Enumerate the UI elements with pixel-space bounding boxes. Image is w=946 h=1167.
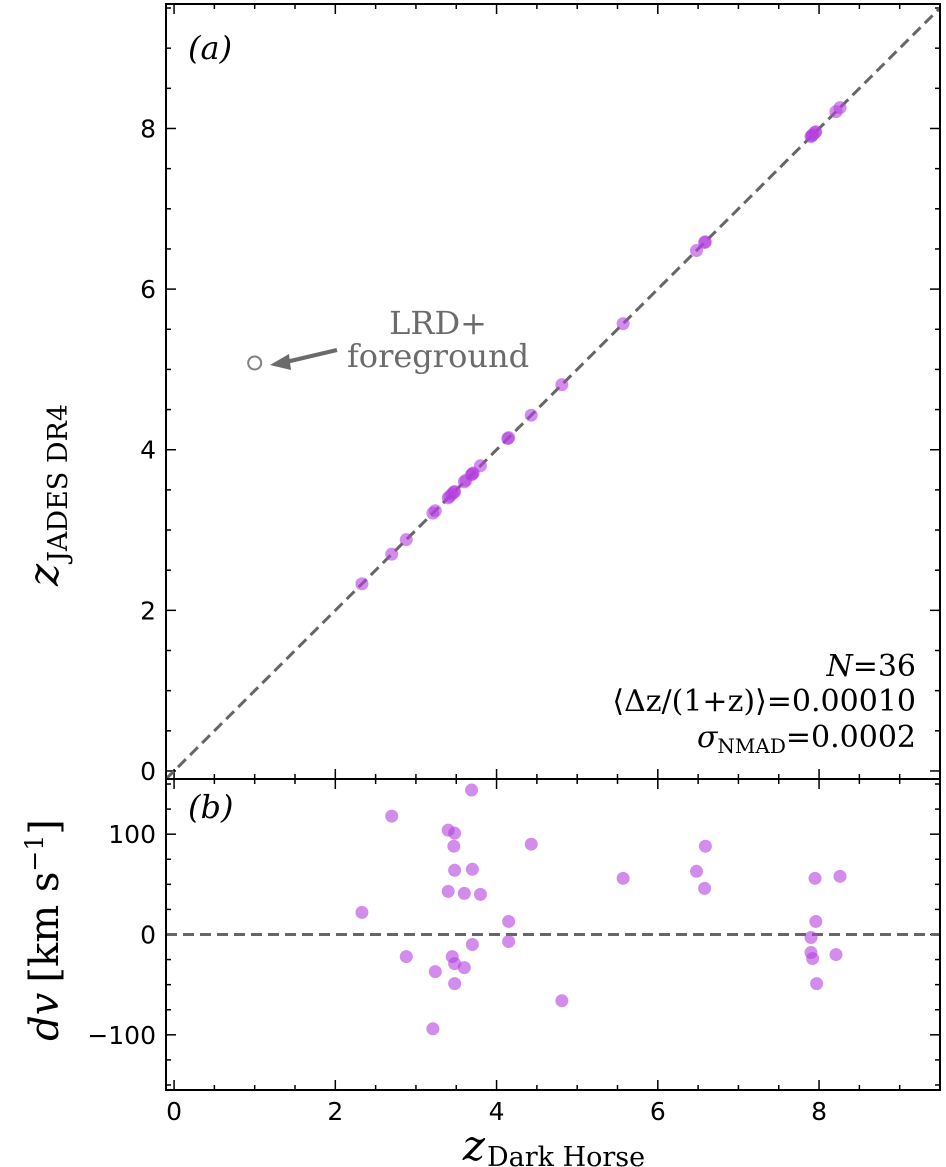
- data-point: [555, 994, 569, 1008]
- data-point: [465, 862, 479, 876]
- outlier-arrow: [270, 348, 338, 370]
- data-point: [809, 914, 823, 928]
- outlier-point: [247, 355, 263, 371]
- data-point: [502, 935, 516, 949]
- stat-sigma-label: σ: [697, 720, 719, 755]
- xtick-label: 2: [327, 1097, 343, 1126]
- data-point: [385, 547, 399, 561]
- data-point: [616, 871, 630, 885]
- data-point: [457, 886, 471, 900]
- data-point: [833, 869, 847, 883]
- x-axis-label-sub: Dark Horse: [487, 1142, 645, 1167]
- data-point: [616, 317, 630, 331]
- stat-n: N=36: [825, 649, 916, 684]
- panel-a-ytick-label: 2: [140, 596, 156, 625]
- data-point: [502, 914, 516, 928]
- panel-b: −100 0 100 0 2 4 6 8: [87, 778, 941, 1126]
- stat-sigma-value: =0.0002: [786, 720, 916, 755]
- data-point: [428, 965, 442, 979]
- panel-a-ytick-label: 8: [140, 114, 156, 143]
- svg-text:zJADES DR4: zJADES DR4: [19, 404, 74, 587]
- data-point: [808, 871, 822, 885]
- y-axis-label-a: zJADES DR4: [19, 404, 74, 587]
- stat-sigma-sub: NMAD: [717, 734, 785, 758]
- panel-b-ytick-label: −100: [87, 1021, 156, 1050]
- data-point: [690, 864, 704, 878]
- data-point: [473, 459, 487, 473]
- data-point: [448, 977, 462, 991]
- panel-a: 0 2 4 6 8: [140, 3, 942, 786]
- data-point: [465, 938, 479, 952]
- data-point: [457, 961, 471, 975]
- y-axis-label-a-sub: JADES DR4: [43, 404, 74, 565]
- one-to-one-line: [164, 6, 942, 781]
- y-axis-label-b-close: ]: [22, 819, 68, 835]
- data-point: [698, 839, 712, 853]
- panel-a-label: (a): [188, 29, 232, 67]
- data-point: [447, 839, 461, 853]
- data-point: [441, 884, 455, 898]
- data-point: [804, 931, 818, 945]
- y-axis-label-b-unit: [km s: [22, 872, 68, 983]
- stat-mean-label: ⟨Δz/(1+z)⟩: [612, 684, 766, 719]
- y-axis-label-a-var: z: [19, 563, 68, 587]
- data-point: [810, 977, 824, 991]
- panel-b-ytick-label: 0: [140, 921, 156, 950]
- data-point: [829, 948, 843, 962]
- svg-text:dv[km s−1]: dv [km s−1]: [20, 819, 68, 1041]
- panel-a-ytick-label: 6: [140, 275, 156, 304]
- panel-b-frame: [165, 778, 941, 1091]
- data-point: [833, 101, 847, 115]
- data-point: [698, 235, 712, 249]
- stat-n-value: =36: [853, 649, 916, 684]
- data-point: [355, 905, 369, 919]
- xtick-label: 4: [489, 1097, 505, 1126]
- data-point: [428, 504, 442, 518]
- panel-b-ytick-label: 100: [108, 820, 156, 849]
- data-point: [524, 837, 538, 851]
- data-point: [473, 887, 487, 901]
- data-point: [426, 1022, 440, 1036]
- data-point: [448, 826, 462, 840]
- panel-a-ytick-label: 4: [140, 436, 156, 465]
- xtick-label: 0: [166, 1097, 182, 1126]
- data-point: [448, 484, 462, 498]
- outlier-annotation-line1: LRD+: [389, 304, 487, 342]
- y-axis-label-b-exp: −1: [20, 835, 49, 872]
- y-axis-label-b: dv [km s−1]: [20, 819, 68, 1041]
- data-point: [690, 244, 704, 258]
- x-axis-label-var: z: [462, 1121, 486, 1167]
- data-point: [448, 863, 462, 877]
- data-point: [399, 533, 413, 547]
- panel-a-ytick-label: 0: [140, 757, 156, 786]
- data-point: [399, 950, 413, 964]
- x-axis-label: zDark Horse: [462, 1121, 645, 1167]
- stat-mean: ⟨Δz/(1+z)⟩=0.00010: [612, 684, 916, 719]
- data-point: [806, 952, 820, 966]
- xtick-label: 8: [811, 1097, 827, 1126]
- stat-sigma: σNMAD=0.0002: [697, 720, 916, 758]
- stat-mean-value: =0.00010: [767, 684, 916, 719]
- xtick-label: 6: [650, 1097, 666, 1126]
- outlier-annotation-line2: foreground: [347, 337, 529, 375]
- data-point: [698, 881, 712, 895]
- y-axis-label-b-var: dv: [22, 992, 68, 1041]
- data-point: [355, 577, 369, 591]
- data-point: [465, 783, 479, 797]
- stat-n-label: N: [825, 649, 854, 684]
- panel-b-label: (b): [188, 788, 233, 826]
- data-point: [809, 125, 823, 139]
- data-point: [502, 431, 516, 445]
- data-point: [385, 809, 399, 823]
- data-point: [524, 408, 538, 422]
- data-point: [555, 378, 569, 392]
